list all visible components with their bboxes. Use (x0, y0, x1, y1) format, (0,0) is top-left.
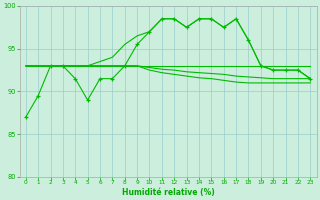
X-axis label: Humidité relative (%): Humidité relative (%) (122, 188, 214, 197)
